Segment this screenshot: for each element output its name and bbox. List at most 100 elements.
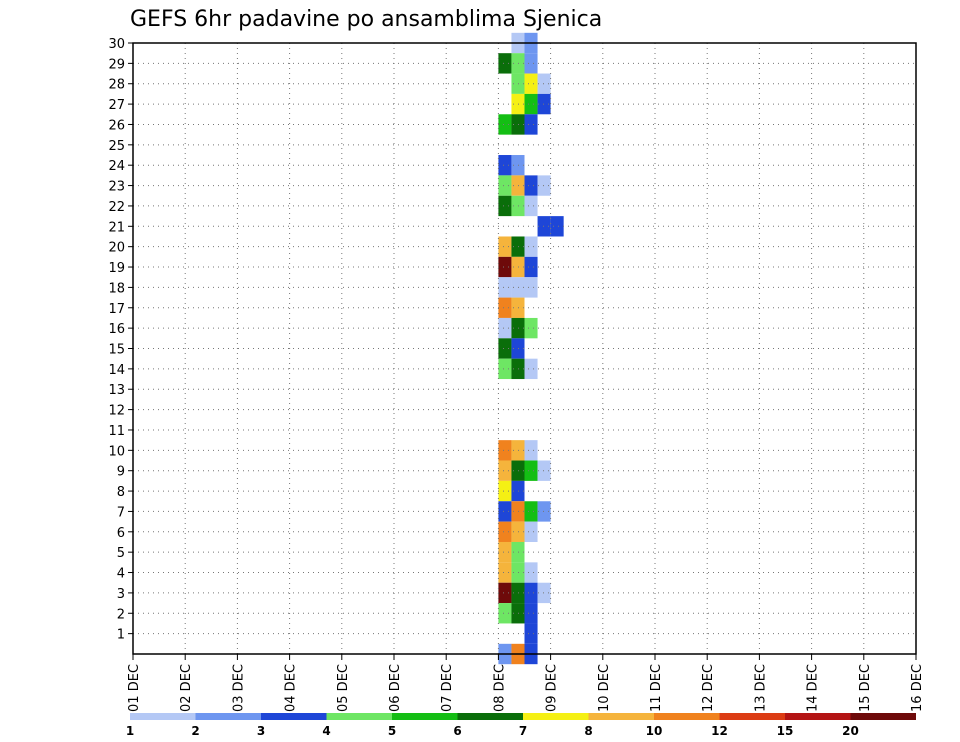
colorbar-segment: [326, 713, 392, 720]
colorbar-segment: [719, 713, 785, 720]
heatmap-cell: [524, 521, 538, 542]
y-tick-label: 8: [117, 485, 125, 500]
heatmap-cell: [498, 603, 512, 624]
heatmap-cell: [524, 277, 538, 298]
colorbar-segment: [195, 713, 261, 720]
y-tick-label: 10: [108, 444, 125, 459]
heatmap-cell: [511, 93, 525, 115]
heatmap-cell: [498, 114, 512, 135]
heatmap-cell: [511, 460, 525, 481]
x-tick-label: 14 DEC: [806, 664, 821, 712]
colorbar: 1 2 3 4 5 6 7 8 10 12 15 20: [126, 713, 916, 738]
colorbar-segment: [850, 713, 916, 720]
y-tick-label: 24: [108, 159, 125, 174]
heatmap-cell: [498, 582, 512, 604]
heatmap-cell: [498, 53, 512, 74]
heatmap-cell: [498, 541, 512, 563]
y-tick-label: 3: [117, 587, 125, 602]
x-tick-label: 03 DEC: [231, 664, 246, 712]
colorbar-segment: [785, 713, 851, 720]
y-tick-label: 12: [108, 404, 125, 419]
x-tick-label: 10 DEC: [597, 664, 612, 712]
heatmap-cell: [498, 338, 512, 359]
y-tick-label: 6: [117, 526, 125, 541]
heatmap-cell: [511, 277, 525, 298]
heatmap-cell: [511, 317, 525, 339]
x-axis-ticks: 01 DEC 02 DEC 03 DEC 04 DEC 05 DEC 06 DEC 07 D…: [127, 654, 925, 712]
y-tick-label: 23: [108, 180, 125, 195]
x-tick-label: 16 DEC: [910, 664, 925, 712]
heatmap-cell: [498, 195, 512, 217]
x-tick-label: 05 DEC: [336, 664, 351, 712]
heatmap-cell: [511, 297, 525, 318]
y-tick-label: 22: [108, 200, 125, 215]
heatmap-cell: [498, 501, 512, 522]
x-tick-label: 04 DEC: [284, 664, 299, 712]
heatmap-cell: [524, 73, 538, 94]
y-tick-label: 5: [117, 546, 125, 561]
heatmap-cell: [524, 236, 538, 257]
colorbar-segment: [523, 713, 589, 720]
heatmap-cell: [511, 440, 525, 461]
heatmap-cell: [498, 480, 512, 502]
colorbar-label: 20: [842, 724, 859, 738]
heatmap-cell: [498, 236, 512, 257]
colorbar-segment: [392, 713, 458, 720]
colorbar-label: 2: [191, 724, 199, 738]
heatmap-cell: [550, 216, 564, 237]
y-tick-label: 28: [108, 78, 125, 93]
heatmap-cell: [498, 521, 512, 542]
heatmap-cell: [511, 53, 525, 74]
heatmap-cell: [511, 236, 525, 257]
y-tick-label: 27: [108, 98, 125, 113]
colorbar-segment: [130, 713, 196, 720]
y-tick-label: 20: [108, 241, 125, 256]
heatmap-cell: [511, 338, 525, 359]
colorbar-label: 3: [257, 724, 265, 738]
heatmap-cell: [511, 541, 525, 563]
heatmap-cell: [511, 175, 525, 196]
heatmap-cell: [537, 460, 551, 481]
heatmap-cell: [498, 562, 512, 583]
heatmap-cell: [524, 175, 538, 196]
heatmap-cell: [511, 114, 525, 135]
colorbar-segment: [457, 713, 523, 720]
x-tick-label: 12 DEC: [701, 664, 716, 712]
x-tick-label: 11 DEC: [649, 664, 664, 712]
heatmap-cell: [498, 175, 512, 196]
y-tick-label: 2: [117, 607, 125, 622]
heatmap-cell: [524, 460, 538, 481]
y-tick-label: 9: [117, 465, 125, 480]
heatmap-cell: [524, 256, 538, 278]
heatmap-cell: [511, 256, 525, 278]
y-axis-ticks: 1234567891011121314151617181920212223242…: [108, 37, 133, 643]
y-tick-label: 30: [108, 37, 125, 52]
y-tick-label: 25: [108, 139, 125, 154]
y-tick-label: 4: [117, 567, 125, 582]
y-tick-label: 21: [108, 220, 125, 235]
heatmap-cell: [524, 623, 538, 644]
heatmap-cell: [537, 93, 551, 115]
colorbar-label: 4: [322, 724, 330, 738]
heatmap-cell: [524, 358, 538, 380]
heatmap-cell: [498, 358, 512, 380]
x-tick-label: 02 DEC: [179, 664, 194, 712]
heatmap-cell: [511, 603, 525, 624]
heatmap-cell: [524, 440, 538, 461]
heatmap-cell: [498, 317, 512, 339]
heatmap-cell: [537, 501, 551, 522]
y-tick-label: 15: [108, 343, 125, 358]
heatmap-cell: [524, 582, 538, 604]
colorbar-label: 8: [584, 724, 592, 738]
y-tick-label: 14: [108, 363, 125, 378]
heatmap-cell: [537, 582, 551, 604]
x-tick-label: 07 DEC: [440, 664, 455, 712]
heatmap-cell: [524, 501, 538, 522]
x-tick-label: 01 DEC: [127, 664, 142, 712]
heatmap-cell: [524, 195, 538, 217]
heatmap-cell: [524, 93, 538, 115]
colorbar-label: 15: [777, 724, 794, 738]
heatmap-cell: [511, 358, 525, 380]
y-tick-label: 7: [117, 505, 125, 520]
